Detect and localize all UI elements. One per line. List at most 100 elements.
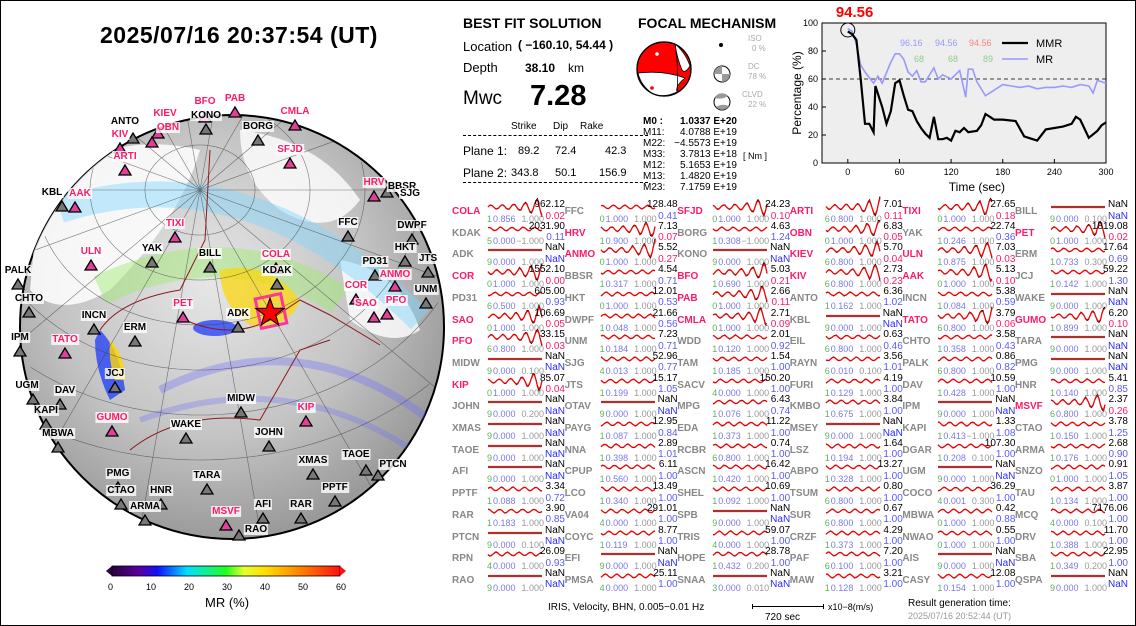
- map-station-label[interactable]: PMG: [105, 468, 131, 479]
- station-triangle-icon[interactable]: [104, 424, 120, 437]
- map-station-label[interactable]: KONO: [190, 110, 222, 121]
- station-triangle-icon[interactable]: [387, 279, 403, 292]
- station-triangle-icon[interactable]: [298, 414, 314, 427]
- station-waveform[interactable]: HRV 7.13 1 0.900 1.000 0.07: [565, 220, 678, 247]
- station-waveform[interactable]: TSUM 0.80 6 0.800 1.000 1.00: [789, 482, 903, 507]
- map-station-label[interactable]: UNM: [413, 284, 439, 295]
- station-waveform[interactable]: PD31 605.00 6 0.500 1.000 0.93: [452, 286, 565, 312]
- station-waveform[interactable]: TIXI 27.65 0 1.000 1.000 0.18: [902, 197, 1015, 225]
- map-station-label[interactable]: AAK: [68, 188, 92, 199]
- station-name[interactable]: ANMO: [564, 249, 596, 261]
- map-station-label[interactable]: BILL: [197, 248, 223, 259]
- station-name[interactable]: TAOE: [452, 444, 480, 456]
- station-waveform[interactable]: PALK 0.86 6 0.800 1.000 0.82: [902, 351, 1015, 377]
- station-name[interactable]: TSUM: [789, 488, 819, 500]
- station-name[interactable]: EIL: [789, 336, 806, 348]
- station-waveform[interactable]: VA04 291.01 4 0.000 1.000 1.00: [565, 503, 678, 529]
- station-waveform[interactable]: MPG 6.43 1 0.076 1.000 0.74: [677, 395, 790, 420]
- station-name[interactable]: RAO: [452, 574, 475, 586]
- station-triangle-icon[interactable]: [144, 255, 160, 268]
- station-name[interactable]: RAR: [452, 509, 474, 521]
- station-name[interactable]: EFI: [564, 553, 581, 565]
- station-waveform[interactable]: NWAO 0.55 0 1.000 1.000 1.00: [902, 525, 1015, 551]
- station-name[interactable]: SNAA: [677, 574, 706, 586]
- station-waveform[interactable]: OBN 6.83 0 1.000 1.000 0.05: [789, 219, 903, 247]
- station-name[interactable]: KBL: [789, 314, 811, 326]
- station-name[interactable]: LSZ: [789, 444, 809, 456]
- station-triangle-icon[interactable]: [397, 254, 413, 267]
- map-station-label[interactable]: SAO: [354, 298, 378, 309]
- station-waveform[interactable]: IPM NaN 9 0.000 1.000 NaN: [902, 395, 1015, 420]
- station-name[interactable]: ULN: [902, 249, 923, 261]
- station-waveform[interactable]: QSPA NaN 9 0.000 1.000 NaN: [1015, 568, 1128, 594]
- station-name[interactable]: TARA: [1015, 336, 1043, 348]
- station-name[interactable]: MAW: [789, 574, 815, 586]
- map-station-label[interactable]: HKT: [393, 242, 417, 253]
- map-station-label[interactable]: MSVF: [211, 506, 241, 517]
- station-name[interactable]: ASCN: [677, 466, 706, 478]
- station-triangle-icon[interactable]: [167, 230, 183, 243]
- station-name[interactable]: COR: [452, 271, 475, 283]
- station-waveform[interactable]: MSEY NaN 9 0.000 1.000 NaN: [790, 417, 903, 442]
- station-waveform[interactable]: BILL NaN 9 0.000 0.100 NaN: [1015, 200, 1128, 225]
- station-name[interactable]: INCN: [902, 292, 927, 304]
- station-waveform[interactable]: KAPI 1.33 1 0.413 −1.000 1.08: [902, 417, 1015, 442]
- map-station-label[interactable]: JTS: [417, 253, 439, 264]
- station-triangle-icon[interactable]: [83, 258, 99, 271]
- station-waveform[interactable]: JCJ 59.22 1 0.142 1.000 1.30: [1015, 265, 1128, 290]
- station-triangle-icon[interactable]: [150, 126, 166, 139]
- station-triangle-icon[interactable]: [305, 467, 321, 480]
- station-waveform[interactable]: ULN 7.03 1 0.875 1.000 0.03: [902, 241, 1015, 268]
- station-name[interactable]: WDD: [677, 336, 702, 348]
- map-station-label[interactable]: XMAS: [297, 455, 329, 466]
- station-waveform[interactable]: KDAK 2031.90 5 0.000 −1.000 0.11: [452, 221, 565, 247]
- station-waveform[interactable]: CMLA 2.71 0 1.000 1.000 0.09: [677, 306, 790, 334]
- station-name[interactable]: ANTO: [789, 292, 818, 304]
- map-station-label[interactable]: TIXI: [164, 218, 186, 229]
- map-station-label[interactable]: KIV: [110, 129, 130, 140]
- station-waveform[interactable]: MSVF 2.37 6 0.800 1.000 0.26: [1015, 394, 1128, 420]
- station-triangle-icon[interactable]: [379, 307, 395, 320]
- station-triangle-icon[interactable]: [137, 513, 153, 526]
- station-name[interactable]: ABPO: [789, 466, 819, 478]
- station-waveform[interactable]: WDD 2.01 1 0.120 1.000 0.92: [677, 330, 790, 355]
- station-waveform[interactable]: DRV 11.70 1 0.388 1.000 1.00: [1015, 525, 1128, 551]
- station-name[interactable]: SJG: [564, 357, 585, 369]
- map-station-label[interactable]: FFC: [337, 217, 359, 228]
- station-triangle-icon[interactable]: [113, 497, 129, 510]
- station-name[interactable]: OBN: [789, 227, 813, 239]
- station-waveform[interactable]: OTAV NaN 9 0.000 1.000 NaN: [565, 395, 678, 420]
- station-waveform[interactable]: ERM 17.64 1 0.733 0.300 0.69: [1015, 243, 1128, 268]
- station-name[interactable]: KIV: [789, 271, 807, 283]
- station-name[interactable]: SACV: [677, 379, 705, 391]
- station-triangle-icon[interactable]: [255, 511, 271, 524]
- station-waveform[interactable]: SPB NaN 9 0.000 1.000 NaN: [677, 503, 790, 529]
- station-name[interactable]: COCO: [902, 488, 933, 500]
- station-waveform[interactable]: UNM 7.23 1 0.184 1.000 0.71: [565, 330, 678, 355]
- station-name[interactable]: TATO: [902, 314, 928, 326]
- station-waveform[interactable]: AAK 5.13 0 1.000 1.000 0.10: [902, 263, 1015, 290]
- station-waveform[interactable]: FURI 4.19 1 0.129 1.000 1.00: [790, 373, 903, 399]
- station-name[interactable]: AIS: [902, 553, 920, 565]
- map-station-label[interactable]: JOHN: [254, 427, 284, 438]
- station-waveform[interactable]: TARA NaN 9 0.000 1.000 NaN: [1015, 330, 1128, 355]
- station-waveform[interactable]: PMSA 25.11 4 0.000 1.000 1.00: [565, 568, 678, 594]
- station-name[interactable]: MCQ: [1015, 509, 1039, 521]
- station-waveform[interactable]: SNAA NaN 3 0.000 0.010 NaN: [677, 568, 790, 594]
- station-name[interactable]: CHTO: [902, 336, 931, 348]
- station-triangle-icon[interactable]: [261, 439, 277, 452]
- station-name[interactable]: CTAO: [1015, 423, 1043, 434]
- map-station-label[interactable]: ANTO: [109, 116, 141, 127]
- station-triangle-icon[interactable]: [54, 199, 70, 212]
- station-waveform[interactable]: WAKE NaN 9 0.000 1.000 NaN: [1015, 286, 1128, 312]
- map-station-label[interactable]: OBN: [155, 122, 181, 133]
- station-waveform[interactable]: KIEV 5.70 6 0.800 1.000 0.04: [790, 240, 903, 268]
- station-name[interactable]: CMLA: [677, 314, 707, 326]
- station-name[interactable]: KONO: [677, 249, 708, 261]
- station-name[interactable]: CASY: [902, 574, 931, 586]
- station-waveform[interactable]: PAB 2.66 0 1.000 1.000 0.11: [677, 285, 790, 312]
- map-station-label[interactable]: PAB: [223, 93, 247, 104]
- station-waveform[interactable]: DGAR 107.30 1 0.208 0.100 1.00: [902, 438, 1015, 464]
- station-waveform[interactable]: MBWA 0.42 0 1.000 1.000 0.88: [902, 503, 1015, 529]
- station-waveform[interactable]: MCQ 7176.06 4 0.000 0.100 1.00: [1015, 503, 1128, 529]
